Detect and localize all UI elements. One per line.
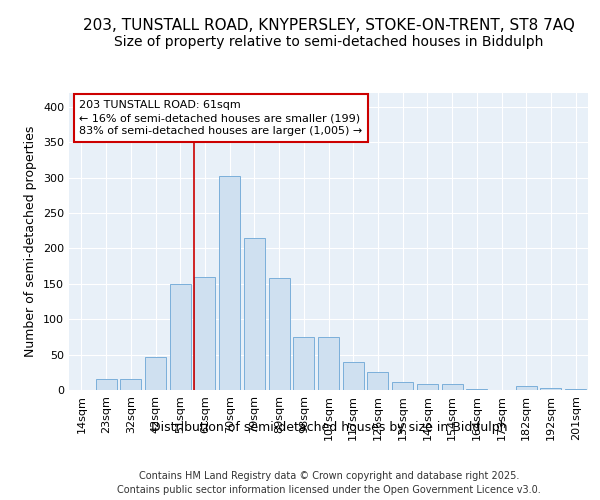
Bar	[269, 278, 290, 390]
Bar	[367, 372, 388, 390]
Bar	[541, 388, 562, 390]
Bar	[442, 384, 463, 390]
Text: Distribution of semi-detached houses by size in Biddulph: Distribution of semi-detached houses by …	[151, 421, 507, 434]
Text: Size of property relative to semi-detached houses in Biddulph: Size of property relative to semi-detach…	[114, 35, 544, 49]
Y-axis label: Number of semi-detached properties: Number of semi-detached properties	[25, 126, 37, 357]
Bar	[516, 386, 537, 390]
Bar	[145, 358, 166, 390]
Bar	[219, 176, 240, 390]
Text: 203 TUNSTALL ROAD: 61sqm
← 16% of semi-detached houses are smaller (199)
83% of : 203 TUNSTALL ROAD: 61sqm ← 16% of semi-d…	[79, 100, 362, 136]
Bar	[392, 382, 413, 390]
Bar	[417, 384, 438, 390]
Bar	[95, 380, 116, 390]
Bar	[120, 380, 141, 390]
Bar	[244, 238, 265, 390]
Bar	[466, 388, 487, 390]
Text: 203, TUNSTALL ROAD, KNYPERSLEY, STOKE-ON-TRENT, ST8 7AQ: 203, TUNSTALL ROAD, KNYPERSLEY, STOKE-ON…	[83, 18, 575, 32]
Text: Contains HM Land Registry data © Crown copyright and database right 2025.
Contai: Contains HM Land Registry data © Crown c…	[117, 471, 541, 495]
Bar	[293, 337, 314, 390]
Bar	[343, 362, 364, 390]
Bar	[194, 276, 215, 390]
Bar	[565, 388, 586, 390]
Bar	[318, 337, 339, 390]
Bar	[170, 284, 191, 390]
